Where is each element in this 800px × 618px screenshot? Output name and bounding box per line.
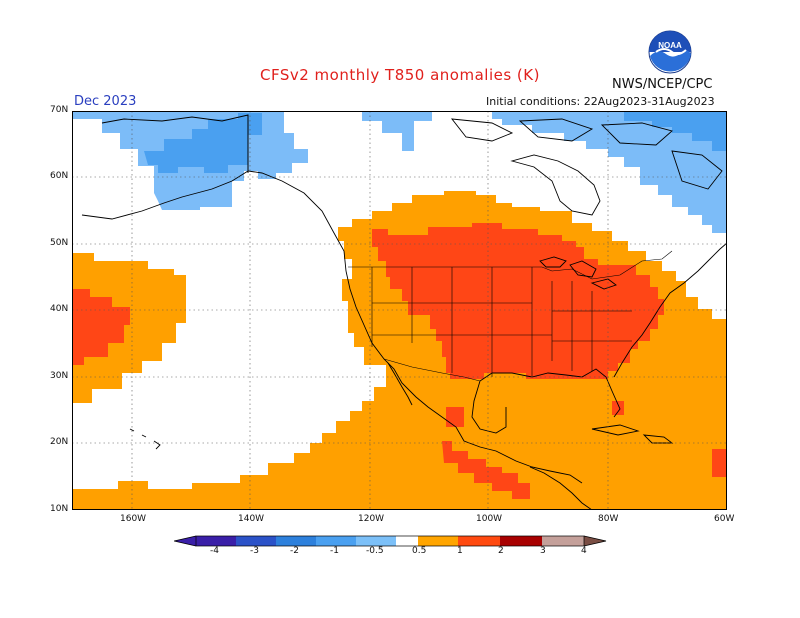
agency-label: NWS/NCEP/CPC (612, 77, 713, 92)
lat-label-40n: 40N (50, 304, 69, 314)
anomaly-map (72, 111, 727, 510)
colorbar-bin-1 (196, 536, 236, 546)
lon-label-100w: 100W (476, 514, 503, 524)
lon-label-160w: 160W (120, 514, 147, 524)
lat-label-10n: 10N (50, 504, 69, 514)
initial-conditions: Initial conditions: 22Aug2023-31Aug2023 (486, 95, 715, 108)
colorbar-label-1: 1 (457, 546, 463, 556)
colorbar-arrow-right (584, 536, 606, 546)
colorbar-bin-5 (356, 536, 396, 546)
warm-anomaly-pacific-core (72, 289, 130, 365)
colorbar-bin-7 (418, 536, 458, 546)
coastlines (81, 114, 727, 510)
graticule (72, 111, 727, 510)
colorbar-bin-10 (542, 536, 584, 546)
warm-anomaly-pacific-west (72, 253, 186, 403)
cold-anomaly-arctic-west (72, 111, 432, 151)
lon-label-120w: 120W (358, 514, 385, 524)
lat-label-20n: 20N (50, 437, 69, 447)
lon-label-80w: 80W (598, 514, 619, 524)
colorbar-bin-6 (396, 536, 418, 546)
colorbar-label-4: 4 (581, 546, 587, 556)
colorbar-label-m4: -4 (210, 546, 219, 556)
colorbar-label-05: 0.5 (412, 546, 427, 556)
cold-anomaly-greenland (492, 111, 727, 233)
colorbar-bin-8 (458, 536, 500, 546)
colorbar-bin-3 (276, 536, 316, 546)
colorbar (174, 535, 607, 547)
valid-month: Dec 2023 (74, 94, 137, 109)
colorbar-bin-4 (316, 536, 356, 546)
lon-label-60w: 60W (714, 514, 735, 524)
lat-label-50n: 50N (50, 238, 69, 248)
colorbar-label-m3: -3 (250, 546, 259, 556)
noaa-logo: NOAA (648, 30, 692, 74)
colorbar-label-2: 2 (498, 546, 504, 556)
colorbar-label-m1: -1 (330, 546, 339, 556)
lat-label-60n: 60N (50, 171, 69, 181)
map-title: CFSv2 monthly T850 anomalies (K) (260, 66, 540, 84)
warm-speck-cuba (612, 401, 624, 415)
colorbar-label-m05: -0.5 (366, 546, 384, 556)
warm-speck-gulf (446, 407, 464, 427)
map-frame (72, 111, 727, 510)
cold-anomaly-greenland-core (624, 111, 727, 151)
warm-anomaly-conus-core (372, 223, 664, 379)
borders (247, 115, 673, 382)
colorbar-label-m2: -2 (290, 546, 299, 556)
colorbar-bin-9 (500, 536, 542, 546)
lat-label-70n: 70N (50, 105, 69, 115)
warm-speck-east (712, 449, 727, 477)
colorbar-label-3: 3 (540, 546, 546, 556)
warm-anomaly-mexico-core (442, 441, 530, 499)
noaa-logo-text: NOAA (658, 41, 682, 50)
colorbar-arrow-left (174, 536, 196, 546)
cold-anomaly-alaska-core (144, 113, 262, 173)
colorbar-bin-2 (236, 536, 276, 546)
lat-label-30n: 30N (50, 371, 69, 381)
lon-label-140w: 140W (238, 514, 265, 524)
